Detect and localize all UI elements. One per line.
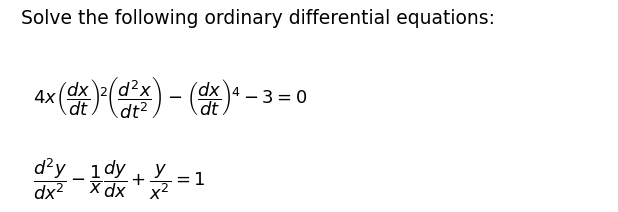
Text: Solve the following ordinary differential equations:: Solve the following ordinary differentia…	[21, 9, 495, 28]
Text: $\dfrac{d^{2}y}{dx^{2}} - \dfrac{1}{x}\dfrac{dy}{dx} + \dfrac{y}{x^{2}} = 1$: $\dfrac{d^{2}y}{dx^{2}} - \dfrac{1}{x}\d…	[33, 156, 205, 202]
Text: $4x\left(\dfrac{dx}{dt}\right)^{\!2}\!\left(\dfrac{d^{2}x}{dt^{2}}\right) - \lef: $4x\left(\dfrac{dx}{dt}\right)^{\!2}\!\l…	[33, 75, 307, 120]
